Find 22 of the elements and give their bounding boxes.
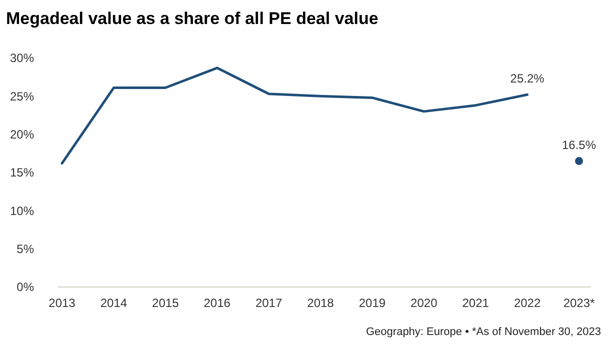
y-tick-label: 20%: [10, 128, 34, 142]
x-tick-label: 2022: [514, 296, 541, 310]
y-tick-label: 0%: [16, 280, 34, 294]
x-tick-label: 2015: [152, 296, 180, 310]
data-label: 25.2%: [510, 72, 545, 86]
y-tick-label: 15%: [10, 166, 34, 180]
x-tick-label: 2023*: [563, 296, 596, 310]
text: Geography: Europe • *As of November 30, 2023: [366, 326, 601, 338]
x-tick-label: 2019: [358, 296, 386, 310]
x-tick-label: 2013: [48, 296, 76, 310]
x-tick-label: 2016: [204, 296, 231, 310]
y-tick-label: 10%: [10, 204, 34, 218]
x-tick-label: 2014: [100, 296, 128, 310]
x-tick-label: 2020: [410, 296, 438, 310]
y-tick-label: 30%: [10, 51, 34, 66]
x-tick-label: 2021: [462, 296, 490, 310]
y-tick-label: 25%: [10, 89, 34, 104]
x-tick-label: 2018: [307, 296, 334, 310]
x-tick-label: 2017: [255, 296, 282, 310]
y-tick-label: 5%: [16, 242, 34, 256]
chart-title: Megadeal value as a share of all PE deal value: [6, 9, 378, 28]
data-label: 16.5%: [562, 138, 596, 152]
